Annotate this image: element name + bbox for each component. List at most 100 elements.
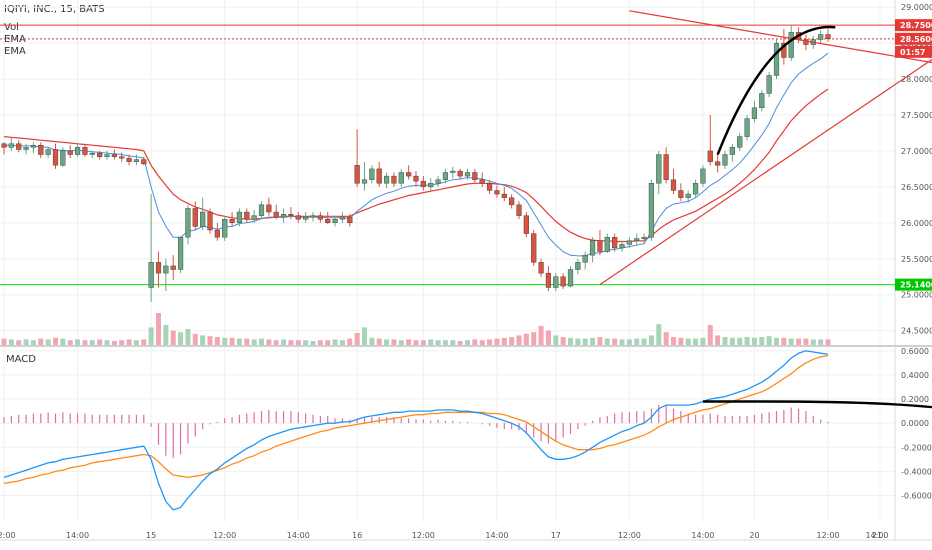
volume-bar: [568, 337, 573, 345]
volume-bar: [178, 332, 184, 345]
candle-body: [825, 34, 831, 40]
candle-body: [126, 157, 132, 162]
candle: [89, 150, 95, 159]
price-axis-tick: 28.0000: [901, 75, 932, 84]
candle-body: [744, 118, 750, 137]
volume-bar: [413, 340, 419, 345]
price-axis-tick: 25.5000: [901, 255, 932, 264]
macd-line: [3, 350, 829, 511]
legend-vol: Vol: [4, 22, 19, 33]
candle: [376, 161, 382, 187]
volume-bar: [369, 337, 375, 345]
macd-axis-tick: -0.2000: [901, 443, 932, 452]
volume-bar: [744, 337, 750, 345]
volume-bar: [420, 340, 426, 345]
candle-body: [1, 143, 7, 148]
candle-body: [361, 179, 368, 184]
time-axis-tick: 12:00: [0, 531, 16, 540]
candle: [133, 154, 140, 166]
candle: [707, 115, 713, 166]
candle: [479, 172, 485, 187]
candle: [185, 204, 191, 245]
gridlines: [0, 0, 895, 522]
candle: [494, 185, 500, 198]
candle: [825, 28, 831, 42]
volume-bar: [788, 338, 794, 345]
candle-body: [700, 168, 706, 184]
time-axis-tick: 12:00: [816, 531, 839, 540]
candle: [119, 152, 125, 162]
volume-bar: [700, 337, 706, 345]
volume-bar: [310, 341, 316, 345]
volume-bar: [818, 339, 824, 345]
candle: [23, 143, 29, 155]
candle: [60, 147, 66, 167]
candle: [413, 171, 419, 187]
candle-body: [133, 159, 140, 162]
candle: [619, 240, 625, 252]
candle: [597, 230, 603, 256]
volume-bar: [671, 337, 676, 345]
candle-body: [729, 147, 735, 155]
candle: [391, 172, 397, 187]
volume-bar: [516, 335, 522, 345]
candle-body: [111, 154, 117, 157]
candle: [531, 230, 537, 266]
volume-bar: [715, 335, 721, 345]
candle: [325, 212, 331, 225]
candle-body: [472, 172, 478, 180]
time-axis-tick: 14:00: [691, 531, 714, 540]
candle: [200, 197, 206, 230]
candle: [339, 212, 346, 223]
volume-bar: [8, 339, 14, 345]
candle: [685, 190, 691, 203]
candle: [163, 258, 169, 292]
candle: [788, 25, 794, 62]
price-badge-support-bg: [895, 278, 932, 291]
candle-body: [575, 262, 581, 270]
candle: [626, 237, 632, 248]
volume-bar: [82, 340, 88, 345]
candle-body: [634, 238, 640, 241]
candle: [509, 194, 515, 209]
candle: [582, 251, 588, 270]
volume-bar: [582, 338, 588, 345]
candle-body: [67, 150, 73, 155]
candle: [207, 208, 213, 234]
candle: [82, 145, 88, 157]
legend-ema-fast: EMA: [4, 34, 26, 45]
countdown-badge-bg: [895, 45, 932, 58]
volume-bar: [428, 339, 434, 345]
candle: [52, 143, 59, 169]
candle-body: [715, 161, 721, 166]
candle-body: [663, 154, 669, 180]
candle-body: [332, 219, 338, 224]
candle-body: [582, 254, 588, 263]
volume-bar: [435, 340, 441, 345]
price-axis-tick: 25.0000: [901, 291, 932, 300]
candle-body: [766, 75, 772, 94]
candle-body: [450, 170, 456, 173]
candle: [170, 255, 176, 281]
candle: [612, 233, 618, 252]
candle-body: [479, 179, 485, 184]
volume-bar: [200, 335, 206, 345]
volume-bar: [457, 341, 463, 345]
candle: [604, 233, 610, 253]
candle-body: [222, 219, 228, 238]
trendline: [599, 59, 932, 286]
candle: [553, 273, 559, 292]
candle-body: [435, 179, 441, 184]
volume-bar: [362, 327, 367, 345]
price-axis-tick: 26.0000: [901, 219, 932, 228]
candle: [258, 201, 265, 220]
candle-body: [288, 213, 294, 216]
candle: [523, 212, 529, 238]
candle: [766, 71, 772, 98]
candle-body: [509, 197, 515, 206]
candle-body: [553, 276, 559, 288]
volume-bar: [545, 330, 551, 345]
candle: [214, 222, 220, 241]
candle-body: [722, 154, 728, 166]
